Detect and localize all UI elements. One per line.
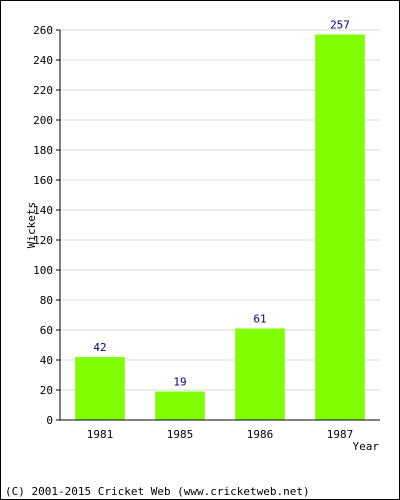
y-tick-label: 180 — [33, 144, 53, 157]
y-tick-label: 200 — [33, 114, 53, 127]
data-label-1987: 257 — [330, 19, 350, 32]
y-tick-label: 140 — [33, 204, 53, 217]
bar-1987 — [315, 34, 365, 420]
bar-1986 — [235, 328, 285, 420]
y-tick-label: 260 — [33, 24, 53, 37]
y-tick-label: 0 — [46, 414, 53, 427]
y-tick-label: 160 — [33, 174, 53, 187]
x-tick-label-1986: 1986 — [247, 428, 274, 441]
y-tick-label: 80 — [40, 294, 53, 307]
y-tick-label: 100 — [33, 264, 53, 277]
x-tick-label-1981: 1981 — [87, 428, 114, 441]
copyright-footer: (C) 2001-2015 Cricket Web (www.cricketwe… — [5, 485, 310, 498]
y-tick-label: 20 — [40, 384, 53, 397]
y-tick-label: 240 — [33, 54, 53, 67]
data-label-1985: 19 — [173, 376, 186, 389]
y-axis-title: Wickets — [25, 202, 38, 248]
x-tick-label-1987: 1987 — [327, 428, 354, 441]
y-tick-label: 220 — [33, 84, 53, 97]
data-label-1986: 61 — [253, 313, 266, 326]
x-axis-title: Year — [353, 440, 380, 453]
data-label-1981: 42 — [93, 341, 106, 354]
bars — [75, 34, 365, 420]
y-ticks: 0 20 40 60 80 100 120 140 160 180 200 220 240 260 — [33, 24, 60, 427]
data-labels: 42 19 61 257 — [93, 19, 350, 389]
bar-1985 — [155, 391, 205, 420]
x-tick-label-1985: 1985 — [167, 428, 194, 441]
bar-1981 — [75, 357, 125, 420]
y-tick-label: 120 — [33, 234, 53, 247]
y-tick-label: 60 — [40, 324, 53, 337]
y-tick-label: 40 — [40, 354, 53, 367]
x-ticks: 1981 1985 1986 1987 — [87, 428, 354, 441]
axes — [59, 30, 380, 421]
